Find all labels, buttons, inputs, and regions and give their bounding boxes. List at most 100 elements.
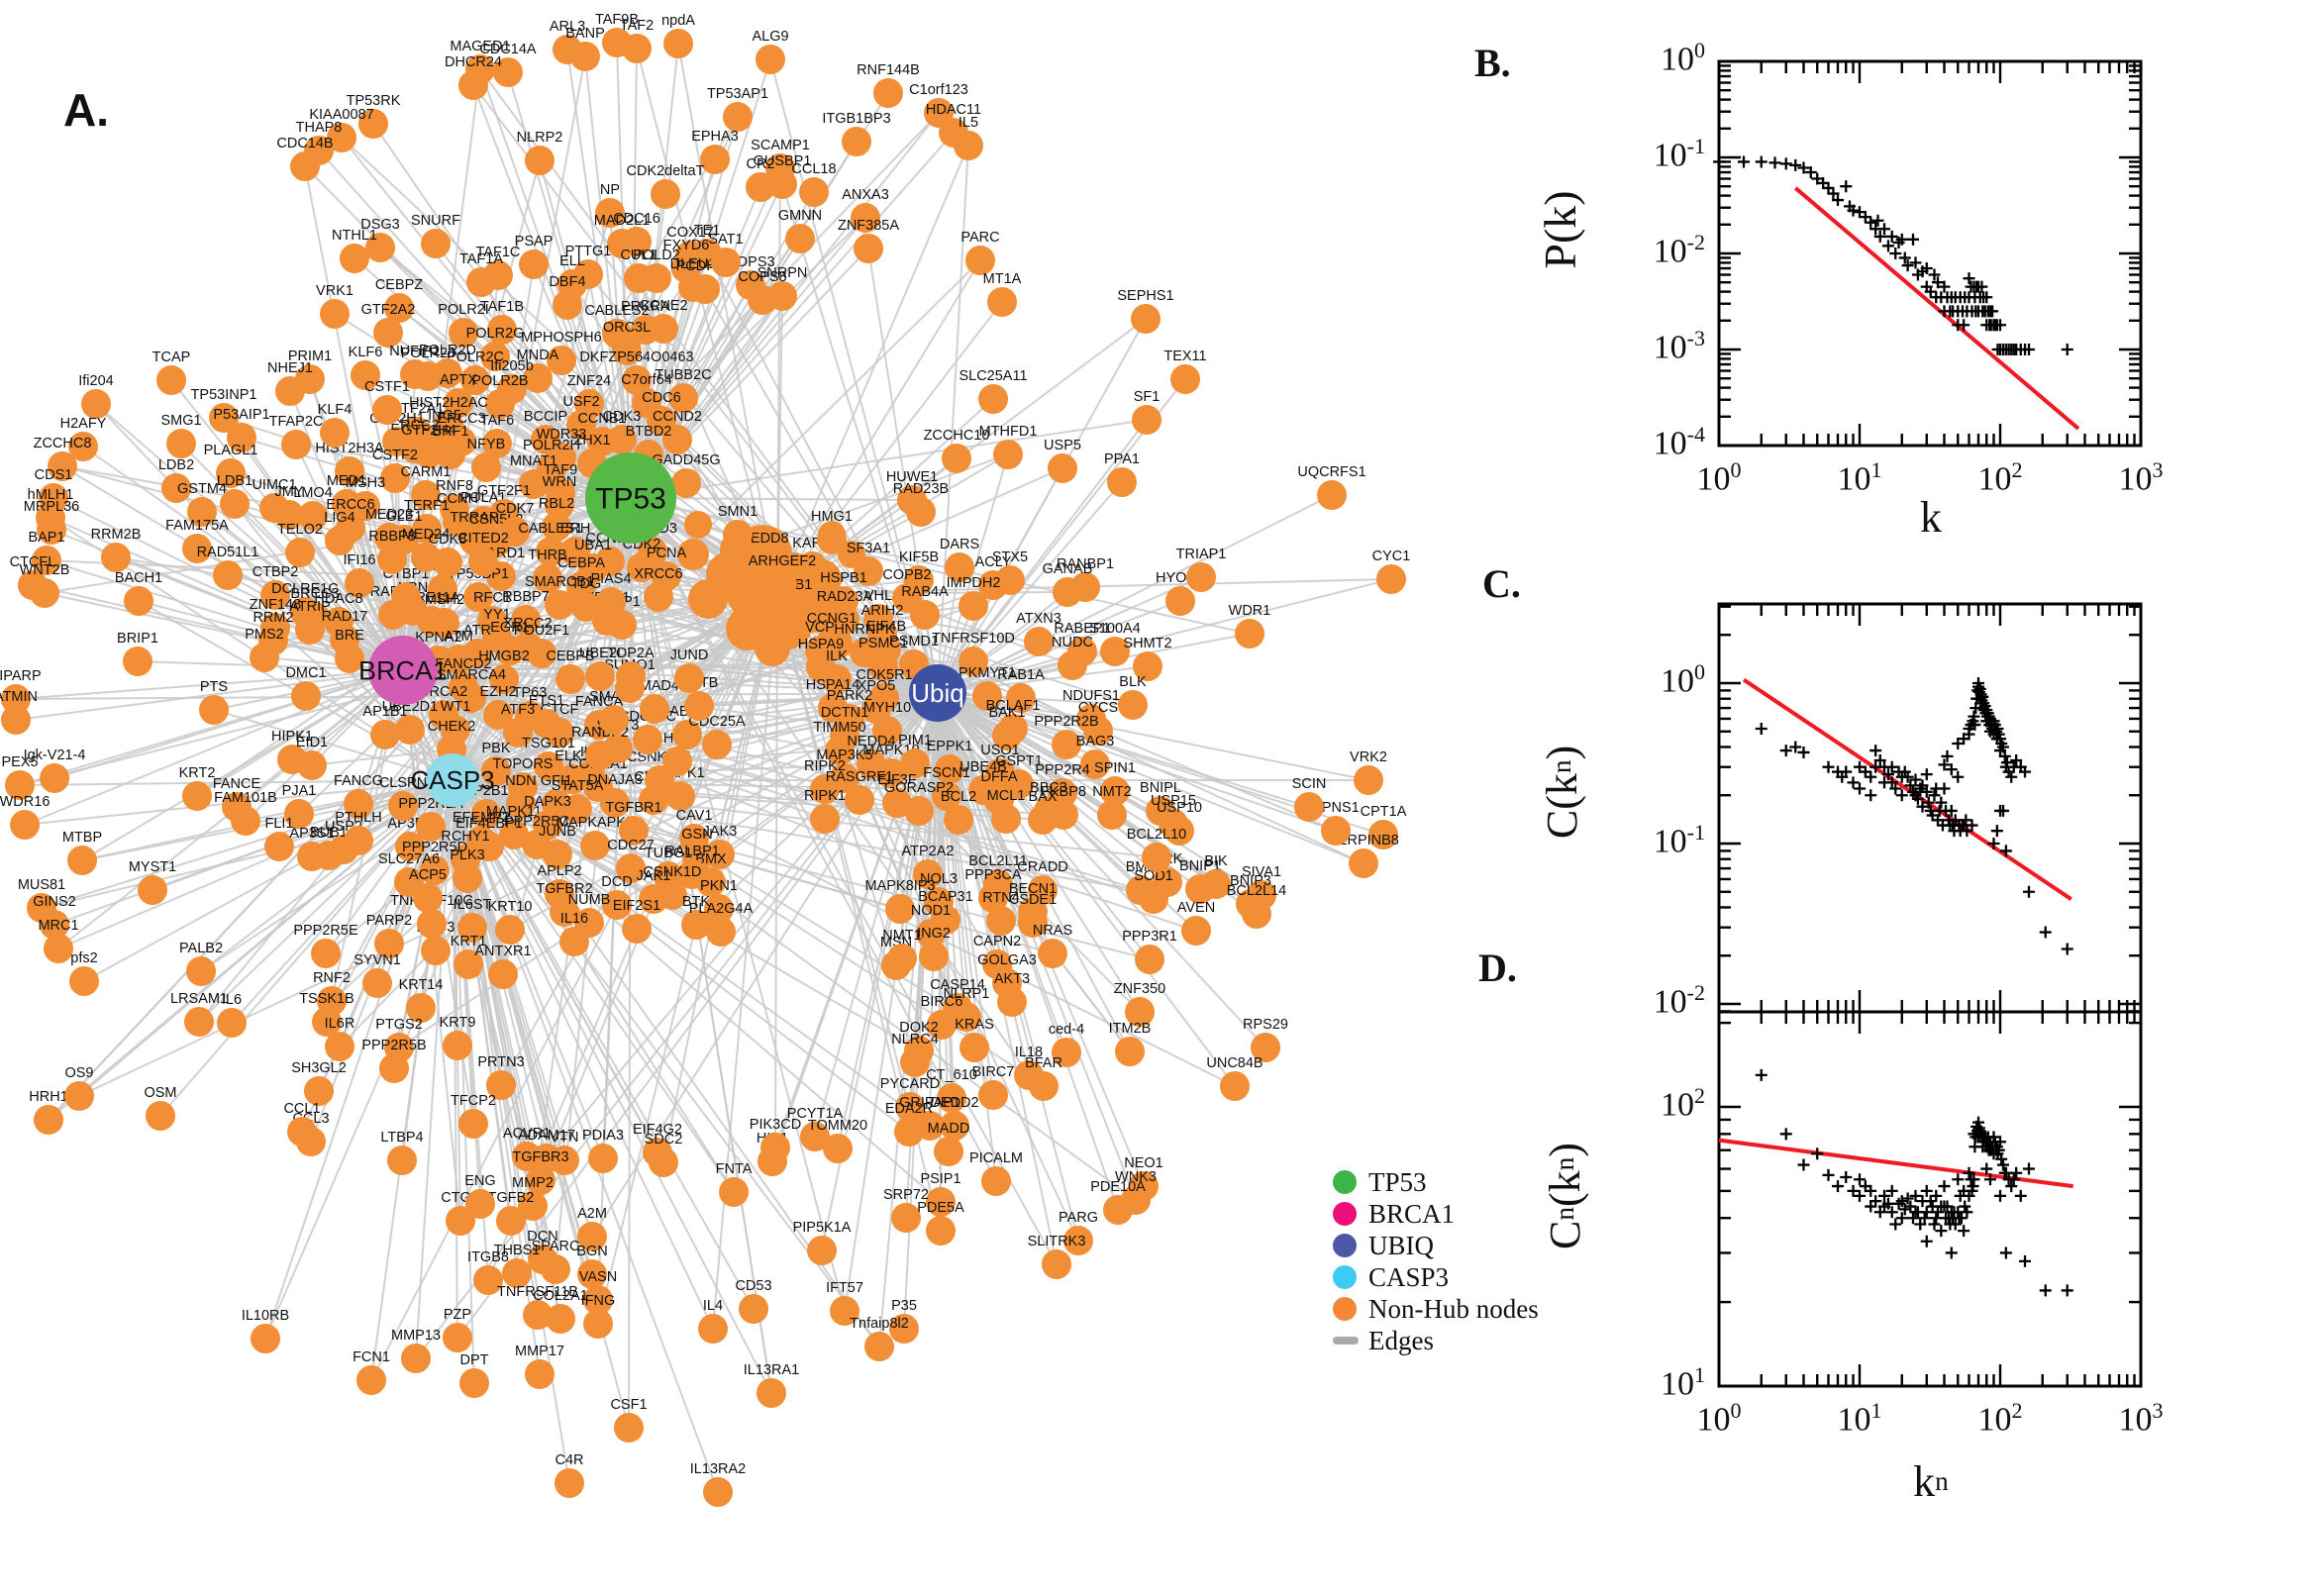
network-node[interactable]: [499, 820, 529, 849]
network-node[interactable]: [1125, 997, 1155, 1027]
network-node[interactable]: [906, 497, 936, 527]
network-node[interactable]: [1052, 730, 1081, 759]
network-node[interactable]: [444, 388, 473, 418]
network-node[interactable]: [662, 425, 692, 454]
network-node[interactable]: [314, 841, 344, 870]
network-node[interactable]: [400, 359, 430, 389]
network-node[interactable]: [668, 383, 698, 413]
network-node[interactable]: [926, 1216, 956, 1246]
network-node[interactable]: [553, 290, 582, 320]
network-node[interactable]: [1004, 769, 1034, 799]
network-node[interactable]: [868, 651, 898, 681]
network-node[interactable]: [518, 1191, 548, 1221]
network-node[interactable]: [485, 389, 515, 419]
network-node[interactable]: [1103, 1195, 1133, 1225]
network-node[interactable]: [433, 548, 462, 577]
network-node[interactable]: [1251, 1033, 1280, 1062]
network-node[interactable]: [972, 681, 1002, 711]
network-node[interactable]: [187, 497, 217, 527]
network-node[interactable]: [281, 430, 311, 459]
network-node[interactable]: [639, 884, 668, 914]
network-node[interactable]: [978, 384, 1008, 414]
network-node[interactable]: [123, 647, 152, 676]
network-node[interactable]: [767, 569, 797, 599]
network-node[interactable]: [622, 914, 652, 944]
network-node[interactable]: [446, 1206, 475, 1236]
network-node[interactable]: [496, 1206, 526, 1236]
network-node[interactable]: [1317, 480, 1347, 510]
network-node[interactable]: [702, 730, 732, 759]
network-node[interactable]: [468, 547, 498, 576]
network-node[interactable]: [651, 179, 680, 209]
hub-node-ubiq[interactable]: [909, 664, 966, 722]
network-node[interactable]: [413, 883, 443, 913]
network-node[interactable]: [583, 1285, 613, 1315]
network-cluster-node[interactable]: [688, 579, 728, 619]
network-node[interactable]: [220, 489, 250, 519]
network-node[interactable]: [807, 1236, 837, 1265]
network-node[interactable]: [264, 832, 294, 861]
network-node[interactable]: [1038, 939, 1067, 968]
network-node[interactable]: [830, 605, 859, 635]
network-node[interactable]: [599, 705, 629, 735]
network-node[interactable]: [1170, 364, 1200, 394]
network-node[interactable]: [1139, 884, 1168, 914]
network-node[interactable]: [960, 1033, 989, 1062]
network-node[interactable]: [453, 863, 482, 893]
network-node[interactable]: [488, 959, 518, 989]
network-node[interactable]: [719, 1177, 749, 1207]
network-node[interactable]: [965, 246, 995, 275]
network-node[interactable]: [68, 432, 98, 461]
network-node[interactable]: [459, 1368, 489, 1398]
network-node[interactable]: [757, 1378, 786, 1408]
network-node[interactable]: [1321, 816, 1351, 846]
network-node[interactable]: [541, 1254, 570, 1284]
network-node[interactable]: [495, 915, 525, 945]
network-node[interactable]: [662, 747, 692, 776]
hub-node-brca1[interactable]: [368, 636, 438, 705]
network-node[interactable]: [571, 592, 601, 622]
network-node[interactable]: [550, 897, 579, 927]
network-node[interactable]: [443, 1031, 472, 1060]
network-node[interactable]: [503, 718, 533, 748]
network-node[interactable]: [1242, 899, 1271, 929]
network-node[interactable]: [932, 781, 961, 811]
network-node[interactable]: [471, 799, 501, 829]
network-node[interactable]: [216, 458, 246, 488]
network-node[interactable]: [566, 410, 596, 440]
network-node[interactable]: [186, 956, 216, 986]
network-node[interactable]: [1181, 916, 1211, 946]
network-node[interactable]: [69, 966, 99, 996]
network-node[interactable]: [465, 1189, 495, 1219]
network-node[interactable]: [483, 700, 513, 730]
network-node[interactable]: [416, 812, 446, 842]
network-node[interactable]: [978, 1080, 1008, 1110]
network-node[interactable]: [706, 917, 736, 947]
network-cluster-node[interactable]: [755, 631, 790, 666]
network-node[interactable]: [700, 145, 730, 174]
network-node[interactable]: [602, 890, 632, 920]
network-node[interactable]: [711, 248, 741, 277]
network-node[interactable]: [633, 725, 662, 754]
network-node[interactable]: [374, 929, 404, 958]
network-node[interactable]: [767, 169, 797, 199]
network-node[interactable]: [457, 913, 487, 943]
network-node[interactable]: [577, 1222, 607, 1251]
network-node[interactable]: [81, 389, 111, 419]
network-node[interactable]: [991, 804, 1021, 834]
network-node[interactable]: [274, 500, 304, 530]
network-node[interactable]: [810, 804, 840, 834]
network-node[interactable]: [627, 552, 656, 582]
network-node[interactable]: [430, 608, 459, 638]
network-node[interactable]: [32, 546, 61, 575]
network-node[interactable]: [411, 480, 441, 510]
network-node[interactable]: [854, 234, 883, 263]
network-node[interactable]: [436, 440, 465, 469]
network-node[interactable]: [519, 469, 549, 499]
network-node[interactable]: [830, 1296, 859, 1326]
network-node[interactable]: [523, 1300, 553, 1330]
network-node[interactable]: [1048, 453, 1077, 483]
network-node[interactable]: [684, 691, 714, 721]
network-node[interactable]: [420, 855, 450, 885]
network-node[interactable]: [1006, 683, 1036, 713]
